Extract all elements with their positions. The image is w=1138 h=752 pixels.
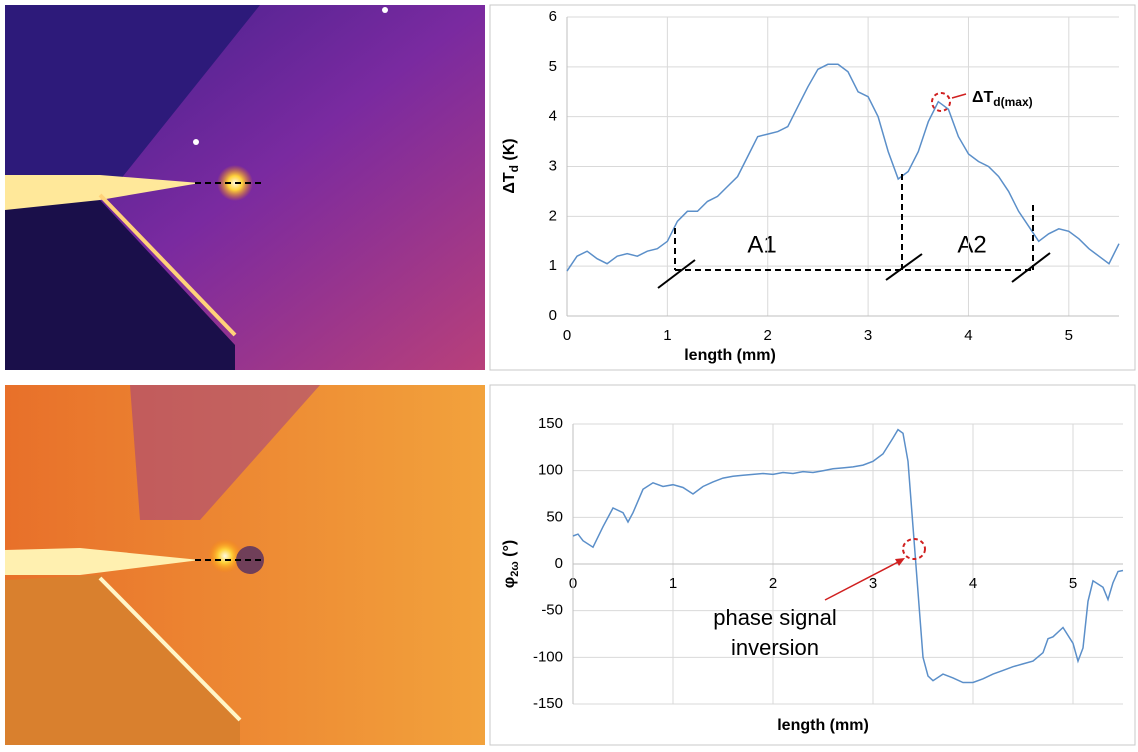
y-label-main: φ xyxy=(501,577,518,588)
y-label-sub: 2ω xyxy=(509,561,521,576)
annotation: A1 xyxy=(747,231,776,258)
annotation: A2 xyxy=(957,231,986,258)
peak-pointer xyxy=(951,93,967,99)
y-label-sub: d xyxy=(507,165,521,172)
inversion-marker xyxy=(902,538,926,560)
y-tick-label: 4 xyxy=(549,108,557,125)
area-construction xyxy=(657,174,1051,289)
chart-panel xyxy=(489,4,1136,371)
y-tick-label: 0 xyxy=(549,307,557,324)
x-tick-label: 1 xyxy=(663,327,671,344)
y-tick-label: 5 xyxy=(549,58,557,75)
y-tick-label: 2 xyxy=(549,207,557,224)
inversion-pointer xyxy=(824,559,903,601)
peak-label-main: ΔT xyxy=(972,89,994,106)
x-tick-label: 4 xyxy=(969,575,977,592)
y-label-unit: (K) xyxy=(501,138,518,160)
y-tick-label: -150 xyxy=(533,695,563,712)
data-line xyxy=(566,63,1120,272)
x-tick-label: 0 xyxy=(563,327,571,344)
peak-label: ΔTd(max) xyxy=(972,89,1033,109)
x-tick-label: 5 xyxy=(1065,327,1073,344)
x-tick-label: 2 xyxy=(764,327,772,344)
y-tick-label: -50 xyxy=(541,602,563,619)
peak-marker xyxy=(931,92,951,112)
peak-label-sub: d(max) xyxy=(993,95,1032,109)
x-tick-label: 3 xyxy=(869,575,877,592)
x-axis-label: length (mm) xyxy=(777,717,869,734)
y-tick-label: 3 xyxy=(549,157,557,174)
y-label-unit: (°) xyxy=(501,540,518,557)
annotation: inversion xyxy=(731,635,819,660)
x-tick-label: 4 xyxy=(964,327,972,344)
chart-panel xyxy=(489,384,1136,746)
x-tick-label: 5 xyxy=(1069,575,1077,592)
y-tick-label: 0 xyxy=(555,555,563,572)
data-line xyxy=(572,428,1124,684)
y-tick-label: 6 xyxy=(549,8,557,25)
y-tick-label: -100 xyxy=(533,648,563,665)
y-axis-label: φ2ω (°) xyxy=(501,540,521,588)
x-tick-label: 1 xyxy=(669,575,677,592)
y-tick-label: 100 xyxy=(538,462,563,479)
x-tick-label: 3 xyxy=(864,327,872,344)
y-tick-label: 1 xyxy=(549,257,557,274)
x-axis-label: length (mm) xyxy=(684,347,776,364)
arrow-head xyxy=(895,558,905,566)
y-label-main: ΔT xyxy=(501,172,518,194)
x-tick-label: 2 xyxy=(769,575,777,592)
y-axis-label: ΔTd (K) xyxy=(501,138,521,193)
y-tick-label: 150 xyxy=(538,415,563,432)
thermal-image-top xyxy=(5,5,485,370)
thermal-image-bottom xyxy=(5,385,485,745)
y-tick-label: 50 xyxy=(546,508,563,525)
annotation: phase signal xyxy=(713,605,837,630)
